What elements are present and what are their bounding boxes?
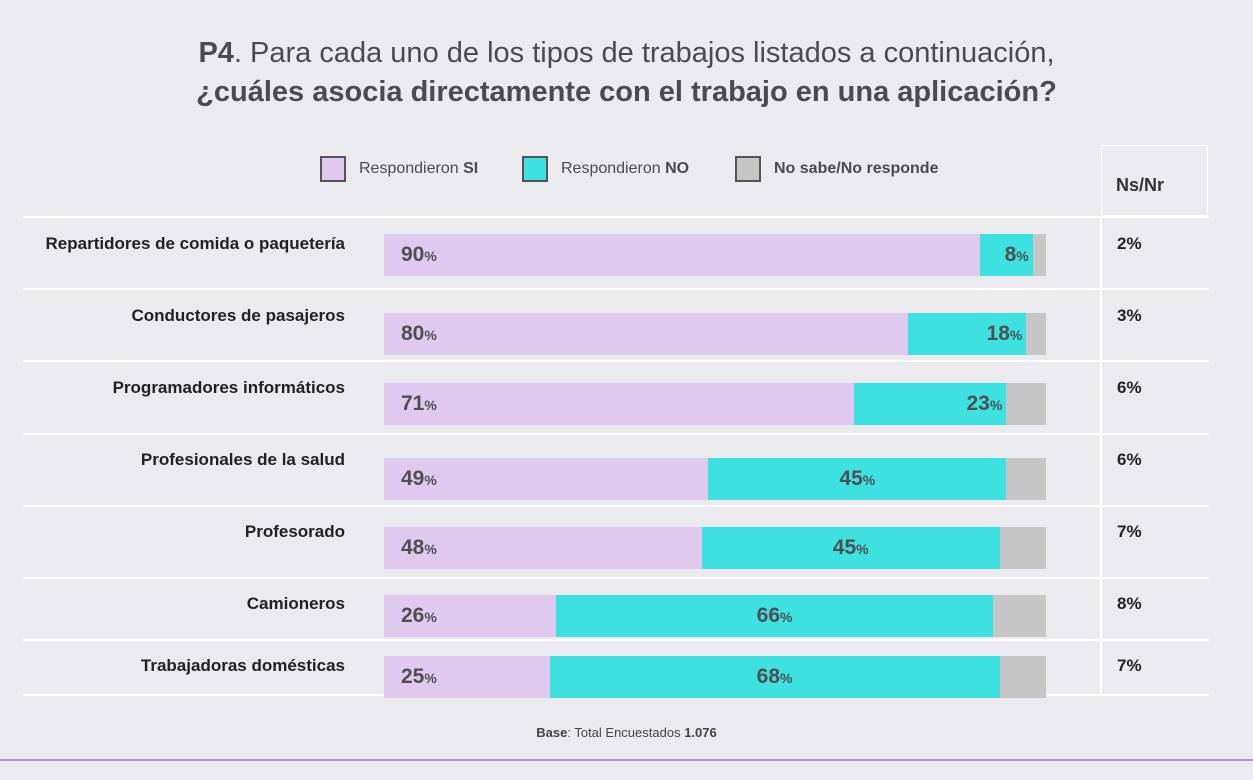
legend-label-no: Respondieron NO xyxy=(561,160,690,177)
row-separator xyxy=(23,577,1209,579)
nsnr-value: 8% xyxy=(1117,594,1142,613)
bar-segment-no xyxy=(979,234,1033,276)
legend-swatch-nsnr xyxy=(735,156,761,182)
bar-segment-no xyxy=(701,527,1000,569)
row-separator xyxy=(23,288,1209,290)
bar-segment-si xyxy=(384,234,980,276)
data-label-si: 25% xyxy=(401,665,437,688)
category-label: Trabajadoras domésticas xyxy=(140,656,345,675)
data-label-no: 68% xyxy=(756,665,793,688)
legend-label-si: Respondieron SI xyxy=(359,160,479,177)
legend-label-nsnr: No sabe/No responde xyxy=(774,160,939,177)
title-line-1: P4. Para cada uno de los tipos de trabaj… xyxy=(0,34,1253,73)
nsnr-value: 7% xyxy=(1117,522,1142,541)
data-label-no: 18% xyxy=(986,322,1023,345)
bar-segment-si xyxy=(384,527,702,569)
bar-segment-no xyxy=(908,313,1027,355)
data-label-si: 80% xyxy=(401,322,437,345)
legend-item-no: Respondieron NO xyxy=(522,156,689,182)
footer-base: Base: Total Encuestados 1.076 xyxy=(536,725,717,740)
row-separator xyxy=(23,639,1209,641)
data-label-no: 66% xyxy=(756,604,793,627)
bar-segment-si xyxy=(384,595,557,637)
bottom-divider xyxy=(0,759,1253,761)
row-separator xyxy=(23,360,1209,362)
data-label-si: 90% xyxy=(401,243,437,266)
category-label: Programadores informáticos xyxy=(112,378,345,397)
legend-item-nsnr: No sabe/No responde xyxy=(735,156,938,182)
bar-segment-nsnr xyxy=(999,527,1046,569)
bar-segment-si xyxy=(384,313,909,355)
bar-segment-nsnr xyxy=(1032,234,1046,276)
bar-segment-nsnr xyxy=(999,656,1046,698)
bar-segment-no xyxy=(549,656,1000,698)
data-label-si: 48% xyxy=(401,536,437,559)
data-label-si: 71% xyxy=(401,392,437,415)
nsnr-value: 3% xyxy=(1117,306,1142,325)
category-label: Profesionales de la salud xyxy=(140,450,345,469)
data-label-si: 49% xyxy=(401,467,437,490)
bar-segment-no xyxy=(708,458,1007,500)
title-line-2: ¿cuáles asocia directamente con el traba… xyxy=(0,73,1253,112)
bar-segment-no xyxy=(556,595,994,637)
bar-segment-si xyxy=(384,458,709,500)
bar-segment-si xyxy=(384,656,550,698)
nsnr-value: 2% xyxy=(1117,234,1142,253)
nsnr-value: 6% xyxy=(1117,378,1142,397)
row-separator xyxy=(23,505,1209,507)
chart-title: P4. Para cada uno de los tipos de trabaj… xyxy=(0,34,1253,112)
title-line-1-text: . Para cada uno de los tipos de trabajos… xyxy=(233,37,1055,69)
category-label: Profesorado xyxy=(244,522,345,541)
data-label-no: 45% xyxy=(839,467,876,490)
data-label-no: 45% xyxy=(832,536,869,559)
bar-segment-nsnr xyxy=(1006,458,1046,500)
bar-segment-nsnr xyxy=(1026,313,1046,355)
bar-segment-no xyxy=(854,383,1007,425)
bar-segment-nsnr xyxy=(993,595,1046,637)
row-separator xyxy=(23,433,1209,435)
nsnr-column-divider xyxy=(1100,216,1102,696)
bar-segment-nsnr xyxy=(1006,383,1046,425)
legend-swatch-si xyxy=(320,156,346,182)
title-line-2-text: ¿cuáles asocia directamente con el traba… xyxy=(196,76,1057,108)
data-label-si: 26% xyxy=(401,604,437,627)
category-label: Conductores de pasajeros xyxy=(131,306,345,325)
nsnr-column-header: Ns/Nr xyxy=(1101,145,1208,216)
legend-swatch-no xyxy=(522,156,548,182)
nsnr-value: 7% xyxy=(1117,656,1142,675)
category-label: Camioneros xyxy=(246,594,345,613)
row-separator xyxy=(23,216,1209,218)
question-code: P4 xyxy=(198,37,234,69)
nsnr-value: 6% xyxy=(1117,450,1142,469)
data-label-no: 23% xyxy=(966,392,1003,415)
bar-segment-si xyxy=(384,383,855,425)
data-label-no: 8% xyxy=(1004,243,1029,266)
legend-item-si: Respondieron SI xyxy=(320,156,478,182)
category-label: Repartidores de comida o paquetería xyxy=(45,234,345,253)
